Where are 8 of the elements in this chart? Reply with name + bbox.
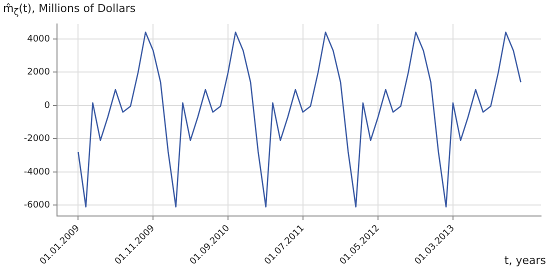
x-axis-title: t, years — [504, 254, 546, 267]
y-tick-label: -4000 — [24, 167, 50, 178]
y-tick-label: -6000 — [24, 200, 50, 211]
y-tick-label: 0 — [44, 100, 50, 111]
y-tick-label: -2000 — [24, 134, 50, 144]
y-axis-title: m̂$_{ζ}$(t), Millions of Dollars — [3, 2, 136, 18]
y-tick-label: 4000 — [27, 34, 50, 44]
y-tick-label: 2000 — [27, 68, 50, 78]
